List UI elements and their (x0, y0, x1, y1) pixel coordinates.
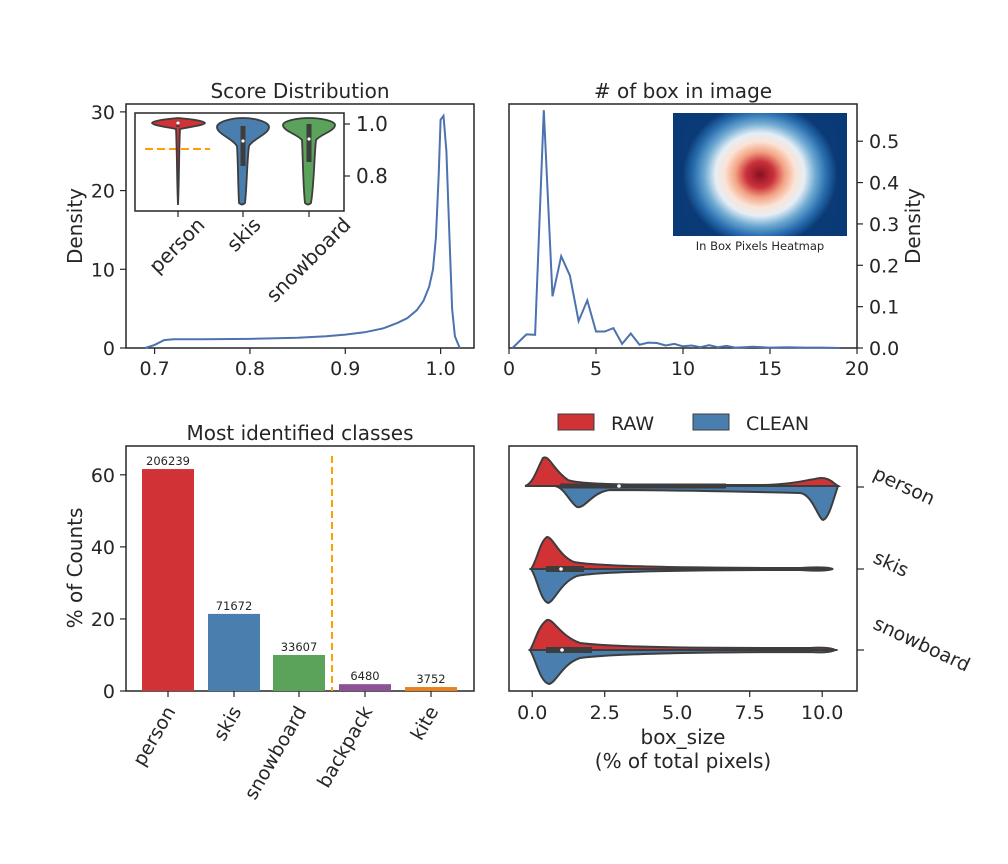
legend-label-raw: RAW (611, 413, 654, 435)
boxcount-xtick-label: 10 (671, 358, 695, 380)
inset-xtick-person: person (144, 213, 209, 278)
inset-xtick-skis: skis (222, 213, 266, 257)
boxcount-ytick-label: 0.0 (869, 338, 899, 360)
score-title: Score Distribution (210, 79, 389, 103)
bar-data-label: 206239 (146, 454, 190, 468)
bar-skis (208, 613, 260, 691)
score-xtick-label: 0.8 (235, 358, 265, 380)
classes-xtick-label: snowboard (240, 703, 311, 804)
violin-person-raw (524, 456, 842, 487)
boxcount-xtick-label: 0 (503, 358, 515, 380)
bar-data-label: 71672 (216, 599, 253, 613)
score-density-line (144, 113, 461, 349)
classes-bars: 206239 person 71672 skis 33607 snowboard 6480 b… (129, 454, 457, 804)
classes-ytick-label: 20 (91, 609, 115, 631)
bar-backpack (339, 684, 391, 691)
bar-snowboard (273, 654, 325, 691)
boxsize-xlabel-2: (% of total pixels) (595, 749, 771, 773)
boxsize-xtick-label: 2.5 (590, 702, 620, 724)
boxsize-panel: RAW CLEAN person s (508, 413, 974, 773)
score-xtick-label: 1.0 (426, 358, 456, 380)
classes-xtick-label: backpack (313, 703, 377, 792)
boxsize-ylabel-skis: skis (870, 547, 912, 582)
boxcount-xtick-label: 20 (845, 358, 869, 380)
inset-violin-person (151, 117, 206, 206)
classes-panel: Most identified classes % of Counts 0 20 4… (63, 421, 475, 804)
bar-data-label: 6480 (350, 669, 379, 683)
classes-ytick-label: 40 (91, 537, 115, 559)
boxsize-xlabel: box_size (641, 725, 726, 749)
boxsize-xticks: 0.0 2.5 5.0 7.5 10.0 (517, 691, 843, 724)
score-ytick-label: 30 (91, 102, 115, 124)
heatmap-inset: In Box Pixels Heatmap (673, 113, 847, 253)
classes-ytick-label: 0 (103, 681, 115, 703)
inset-xtick-snowboard: snowboard (261, 213, 355, 307)
bar-data-label: 3752 (416, 672, 445, 686)
boxcount-ytick-label: 0.3 (869, 214, 899, 236)
score-xticks: 0.7 0.8 0.9 1.0 (139, 348, 456, 380)
legend-swatch-clean (692, 413, 730, 431)
boxcount-ytick-label: 0.1 (869, 297, 899, 319)
boxsize-legend: RAW CLEAN (557, 413, 809, 435)
boxcount-ytick-label: 0.2 (869, 255, 899, 277)
classes-xtick-label: kite (407, 703, 444, 745)
classes-title: Most identified classes (186, 421, 413, 445)
boxcount-density-line (511, 110, 840, 349)
violin-person-clean (554, 485, 840, 522)
boxcount-yticks: 0.0 0.1 0.2 0.3 0.4 0.5 (857, 131, 899, 360)
classes-yticks: 0 20 40 60 (91, 465, 126, 703)
bar-kite (405, 687, 457, 691)
score-xtick-label: 0.9 (330, 358, 360, 380)
boxsize-xtick-label: 0.0 (517, 702, 547, 724)
boxcount-ytick-label: 0.4 (869, 173, 899, 195)
score-yticks: 0 10 20 30 (91, 102, 126, 360)
score-ytick-label: 20 (91, 181, 115, 203)
boxsize-xtick-label: 7.5 (735, 702, 765, 724)
legend-swatch-raw (557, 413, 595, 431)
score-inset: 1.0 0.8 person skis snowboard (134, 112, 388, 307)
boxsize-xtick-label: 5.0 (662, 702, 692, 724)
classes-ylabel: % of Counts (63, 508, 87, 629)
boxcount-ytick-label: 0.5 (869, 131, 899, 153)
score-axes-frame (125, 103, 475, 349)
boxsize-ylabel-person: person (870, 463, 938, 510)
box-count-panel: # of box in image Density 0 5 10 15 20 0.00.… (503, 79, 925, 380)
boxcount-xticks: 0 5 10 15 20 (503, 348, 869, 380)
boxcount-xtick-label: 5 (590, 358, 602, 380)
legend-label-clean: CLEAN (746, 413, 809, 435)
heatmap-label: In Box Pixels Heatmap (696, 239, 824, 253)
score-xtick-label: 0.7 (139, 358, 169, 380)
bar-data-label: 33607 (281, 640, 318, 654)
boxcount-ylabel: Density (901, 188, 925, 264)
score-ylabel: Density (63, 188, 87, 264)
inset-ytick-1: 1.0 (356, 112, 388, 136)
boxsize-ylabel-snowboard: snowboard (870, 613, 974, 677)
boxsize-xtick-label: 10.0 (801, 702, 843, 724)
boxcount-title: # of box in image (594, 79, 772, 103)
violin-skis-clean (529, 568, 834, 605)
violin-skis-raw (529, 535, 834, 570)
classes-xtick-label: person (129, 703, 181, 770)
score-distribution-panel: Score Distribution Density 0.7 0.8 0.9 1.0 … (63, 79, 475, 380)
violin-snowboard-clean (528, 649, 839, 686)
inset-ytick-0: 0.8 (356, 164, 388, 188)
classes-ytick-label: 60 (91, 465, 115, 487)
violin-snowboard (528, 618, 839, 686)
violin-skis (529, 535, 834, 605)
score-ytick-label: 10 (91, 259, 115, 281)
violin-snowboard-raw (528, 618, 839, 651)
bar-person (142, 469, 194, 691)
violin-person (524, 456, 842, 522)
score-ytick-label: 0 (103, 338, 115, 360)
boxcount-xtick-label: 15 (758, 358, 782, 380)
classes-xtick-label: skis (209, 703, 246, 745)
